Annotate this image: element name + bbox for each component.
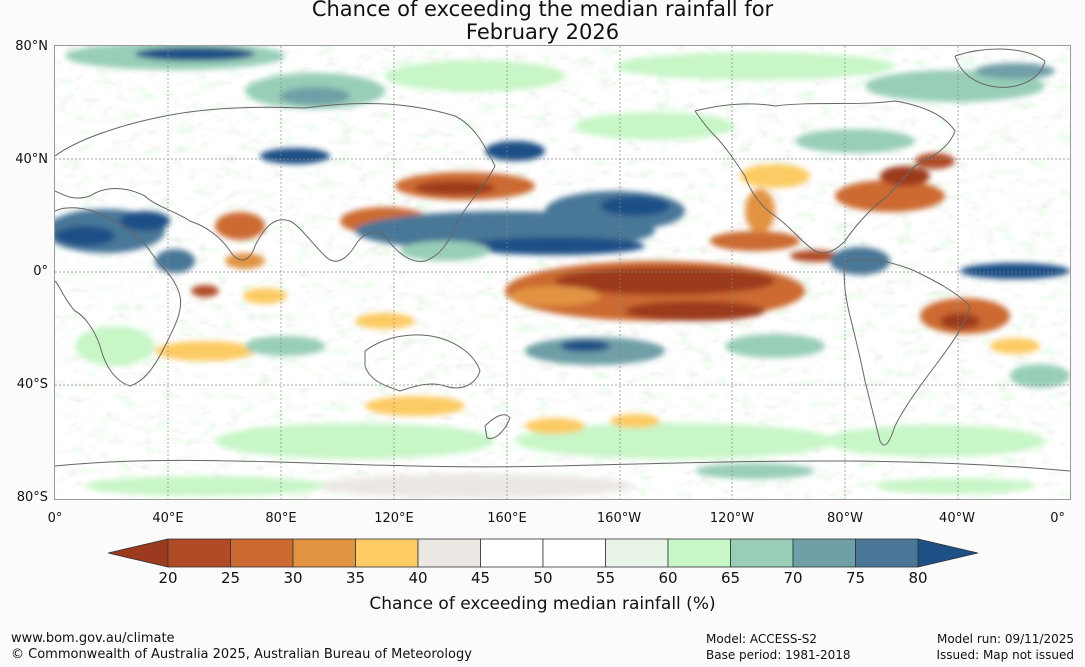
legend-title: Chance of exceeding median rainfall (%) [369,594,716,614]
legend-swatch-70-75 [792,538,856,568]
legend-swatch-35-40 [355,538,419,568]
legend-tick-25: 25 [220,569,241,587]
legend-tick-40: 40 [408,569,428,587]
legend-swatch-40-45 [417,538,481,568]
lat-label-80n: 80°N [15,39,48,54]
color-legend-bar [108,538,978,568]
legend-tick-50: 50 [533,569,553,587]
legend-swatch-65-70 [730,538,794,568]
lon-label-0-left: 0° [47,511,63,526]
lat-label-40s: 40°S [16,377,48,392]
footer-issued: Issued: Map not issued [936,648,1074,662]
legend-tick-35: 35 [345,569,366,587]
coastline-south-america [843,258,971,446]
footer-copyright: © Commonwealth of Australia 2025, Austra… [11,647,472,662]
coastline-layer [55,48,1070,472]
legend-extend-low [108,538,169,568]
lon-label-80w: 80°W [827,511,863,526]
footer-model: Model: ACCESS-S2 [706,632,818,646]
lon-label-0-right: 0° [1050,511,1065,526]
lat-label-40n: 40°N [15,152,48,167]
legend-swatch-20-25 [167,538,231,568]
footer-base-period: Base period: 1981-2018 [706,648,851,662]
coastline-new-zealand [484,414,511,440]
lon-label-160e: 160°E [487,511,527,526]
legend-swatch-50-55 [542,538,606,568]
footer-run-info: Model run: 09/11/2025 Issued: Map not is… [936,631,1074,663]
rainfall-probability-map [54,45,1071,500]
footer-left: www.bom.gov.au/climate © Commonwealth of… [11,631,472,663]
coastline-africa [55,207,182,387]
footer-website[interactable]: www.bom.gov.au/climate [11,631,175,646]
legend-swatch-75-80 [855,538,919,568]
coastline-antarctica [55,459,1070,472]
probability-shading-layer [55,46,1070,498]
legend-extend-high [917,538,978,568]
map-title-line1: Chance of exceeding the median rainfall … [311,0,774,21]
lon-label-40w: 40°W [939,511,975,526]
legend-tick-80: 80 [908,569,928,587]
coastline-north-america [694,100,956,254]
legend-swatch-25-30 [230,538,294,568]
coastline-greenland [954,48,1046,88]
legend-tick-60: 60 [658,569,678,587]
lon-label-120w: 120°W [709,511,755,526]
map-title-line2: February 2026 [465,20,620,44]
lon-label-120e: 120°E [374,511,414,526]
lon-label-40e: 40°E [152,511,184,526]
legend-tick-55: 55 [595,569,616,587]
legend-swatch-30-35 [292,538,356,568]
coastline-eurasia [55,102,496,262]
legend-tick-45: 45 [470,569,491,587]
legend-swatch-45-50 [480,538,544,568]
legend-tick-20: 20 [158,569,178,587]
legend-swatch-55-60 [605,538,669,568]
lat-label-0: 0° [33,264,48,279]
lon-label-80e: 80°E [265,511,297,526]
graticule [55,46,1070,499]
legend-tick-65: 65 [720,569,741,587]
legend-tick-70: 70 [783,569,803,587]
legend-tick-30: 30 [283,569,303,587]
footer-model-info: Model: ACCESS-S2 Base period: 1981-2018 [706,631,851,663]
footer-model-run: Model run: 09/11/2025 [936,632,1074,646]
lon-label-160w: 160°W [596,511,642,526]
legend-tick-75: 75 [845,569,866,587]
legend-swatch-60-65 [667,538,731,568]
lat-label-80s: 80°S [16,490,48,505]
